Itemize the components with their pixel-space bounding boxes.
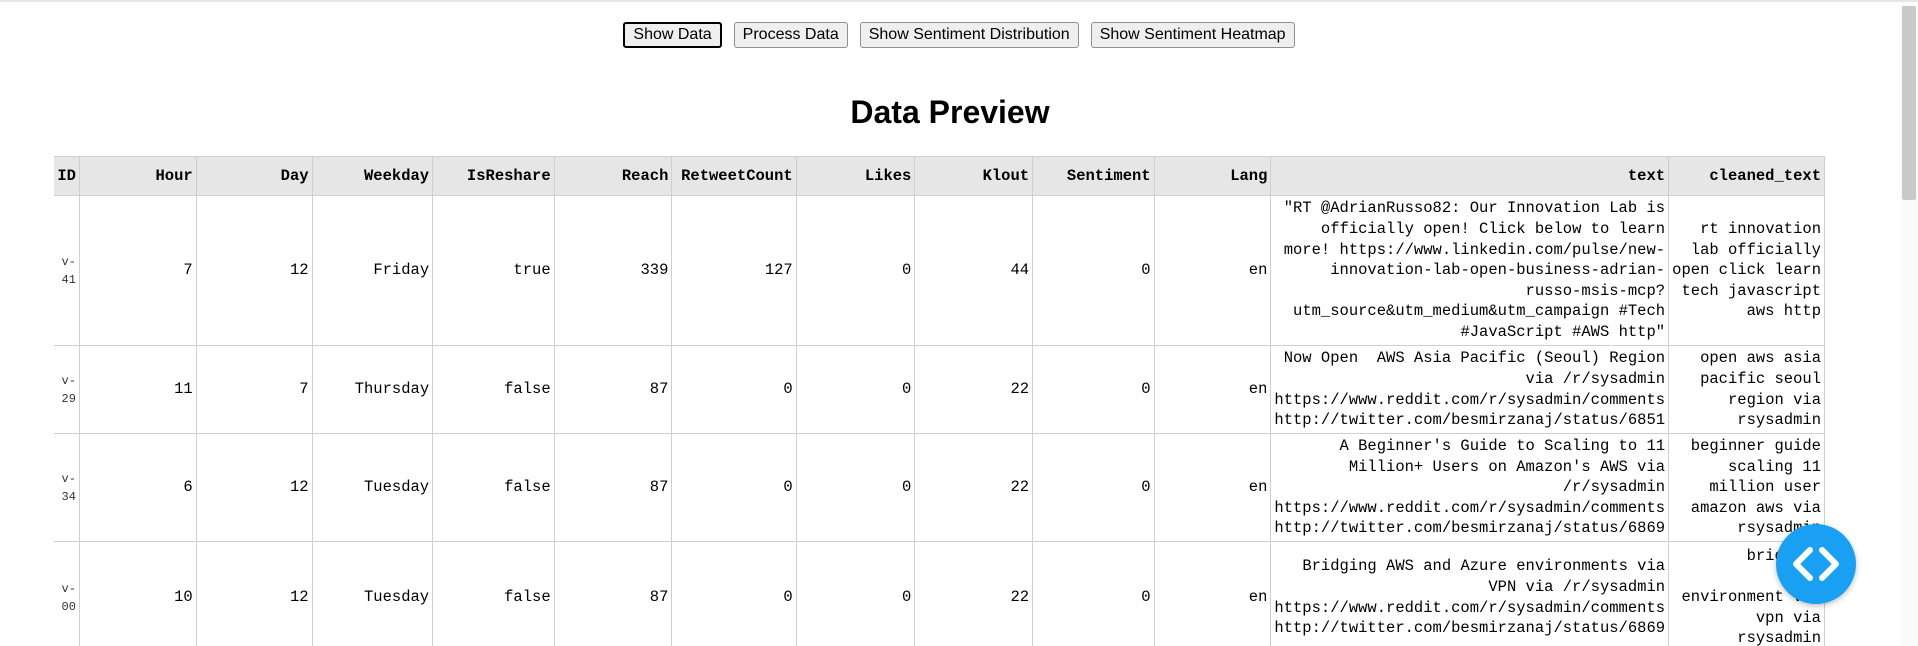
table-row: v- 41 7 12 Friday true 339 127 0 44 0 en… <box>54 195 1825 346</box>
column-header-retweetcount[interactable]: RetweetCount <box>671 156 797 196</box>
code-icon <box>1793 547 1839 581</box>
cell-reach: 87 <box>553 345 673 434</box>
cell-text: Now Open AWS Asia Pacific (Seoul) Region… <box>1270 345 1670 434</box>
cell-text: A Beginner's Guide to Scaling to 11 Mill… <box>1270 433 1670 542</box>
column-header-day[interactable]: Day <box>195 156 313 196</box>
column-header-klout[interactable]: Klout <box>914 156 1034 196</box>
column-header-weekday[interactable]: Weekday <box>311 156 434 196</box>
cell-day: 12 <box>195 541 313 646</box>
cell-text: Bridging AWS and Azure environments via … <box>1270 541 1670 646</box>
cell-day: 7 <box>195 345 313 434</box>
column-header-cleaned-text[interactable]: cleaned_text <box>1668 156 1825 196</box>
cell-lang: en <box>1153 541 1272 646</box>
cell-id: v- 00 <box>54 541 80 646</box>
cell-weekday: Tuesday <box>311 541 434 646</box>
cell-klout: 22 <box>914 345 1034 434</box>
cell-likes: 0 <box>795 433 916 542</box>
cell-sentiment: 0 <box>1032 433 1155 542</box>
cell-klout: 22 <box>914 433 1034 542</box>
cell-lang: en <box>1153 195 1272 346</box>
cell-id: v- 34 <box>54 433 80 542</box>
column-header-sentiment[interactable]: Sentiment <box>1032 156 1155 196</box>
show-sentiment-heatmap-button[interactable]: Show Sentiment Heatmap <box>1090 22 1295 48</box>
cell-sentiment: 0 <box>1032 345 1155 434</box>
cell-hour: 10 <box>78 541 197 646</box>
cell-klout: 22 <box>914 541 1034 646</box>
cell-retweetcount: 0 <box>671 541 797 646</box>
cell-reach: 87 <box>553 433 673 542</box>
cell-isreshare: false <box>432 541 555 646</box>
cell-sentiment: 0 <box>1032 541 1155 646</box>
cell-isreshare: true <box>432 195 555 346</box>
cell-id: v- 41 <box>54 195 80 346</box>
cell-cleaned-text: beginner guide scaling 11 million user a… <box>1668 433 1825 542</box>
cell-text: "RT @AdrianRusso82: Our Innovation Lab i… <box>1270 195 1670 346</box>
cell-likes: 0 <box>795 195 916 346</box>
table-row: v- 29 11 7 Thursday false 87 0 0 22 0 en… <box>54 345 1825 434</box>
cell-retweetcount: 0 <box>671 345 797 434</box>
cell-hour: 6 <box>78 433 197 542</box>
column-header-text[interactable]: text <box>1270 156 1670 196</box>
cell-sentiment: 0 <box>1032 195 1155 346</box>
cell-weekday: Tuesday <box>311 433 434 542</box>
cell-reach: 339 <box>553 195 673 346</box>
table-header-row: ID Hour Day Weekday IsReshare Reach Retw… <box>54 156 1825 196</box>
cell-likes: 0 <box>795 541 916 646</box>
cell-hour: 11 <box>78 345 197 434</box>
show-data-button[interactable]: Show Data <box>623 22 722 48</box>
data-table: ID Hour Day Weekday IsReshare Reach Retw… <box>54 156 1825 646</box>
page-title: Data Preview <box>850 94 1050 130</box>
data-table-container[interactable]: ID Hour Day Weekday IsReshare Reach Retw… <box>54 156 1844 646</box>
column-header-hour[interactable]: Hour <box>78 156 197 196</box>
column-header-reach[interactable]: Reach <box>553 156 673 196</box>
toolbar: Show Data Process Data Show Sentiment Di… <box>0 22 1918 48</box>
cell-retweetcount: 127 <box>671 195 797 346</box>
process-data-button[interactable]: Process Data <box>733 22 848 48</box>
column-header-likes[interactable]: Likes <box>795 156 916 196</box>
scrollbar-thumb[interactable] <box>1902 6 1916 200</box>
cell-isreshare: false <box>432 433 555 542</box>
table-row: v- 00 10 12 Tuesday false 87 0 0 22 0 en… <box>54 541 1825 646</box>
cell-reach: 87 <box>553 541 673 646</box>
cell-likes: 0 <box>795 345 916 434</box>
cell-day: 12 <box>195 195 313 346</box>
cell-hour: 7 <box>78 195 197 346</box>
cell-id: v- 29 <box>54 345 80 434</box>
cell-weekday: Friday <box>311 195 434 346</box>
cell-cleaned-text: open aws asia pacific seoul region via r… <box>1668 345 1825 434</box>
cell-day: 12 <box>195 433 313 542</box>
vertical-scrollbar[interactable] <box>1900 2 1918 646</box>
cell-weekday: Thursday <box>311 345 434 434</box>
top-divider <box>0 0 1918 2</box>
column-header-id[interactable]: ID <box>54 156 80 196</box>
cell-klout: 44 <box>914 195 1034 346</box>
cell-lang: en <box>1153 345 1272 434</box>
cell-cleaned-text: rt innovation lab officially open click … <box>1668 195 1825 346</box>
show-sentiment-distribution-button[interactable]: Show Sentiment Distribution <box>859 22 1079 48</box>
cell-isreshare: false <box>432 345 555 434</box>
table-row: v- 34 6 12 Tuesday false 87 0 0 22 0 en … <box>54 433 1825 542</box>
column-header-isreshare[interactable]: IsReshare <box>432 156 555 196</box>
column-header-lang[interactable]: Lang <box>1153 156 1272 196</box>
code-toggle-button[interactable] <box>1776 524 1856 604</box>
cell-lang: en <box>1153 433 1272 542</box>
cell-retweetcount: 0 <box>671 433 797 542</box>
